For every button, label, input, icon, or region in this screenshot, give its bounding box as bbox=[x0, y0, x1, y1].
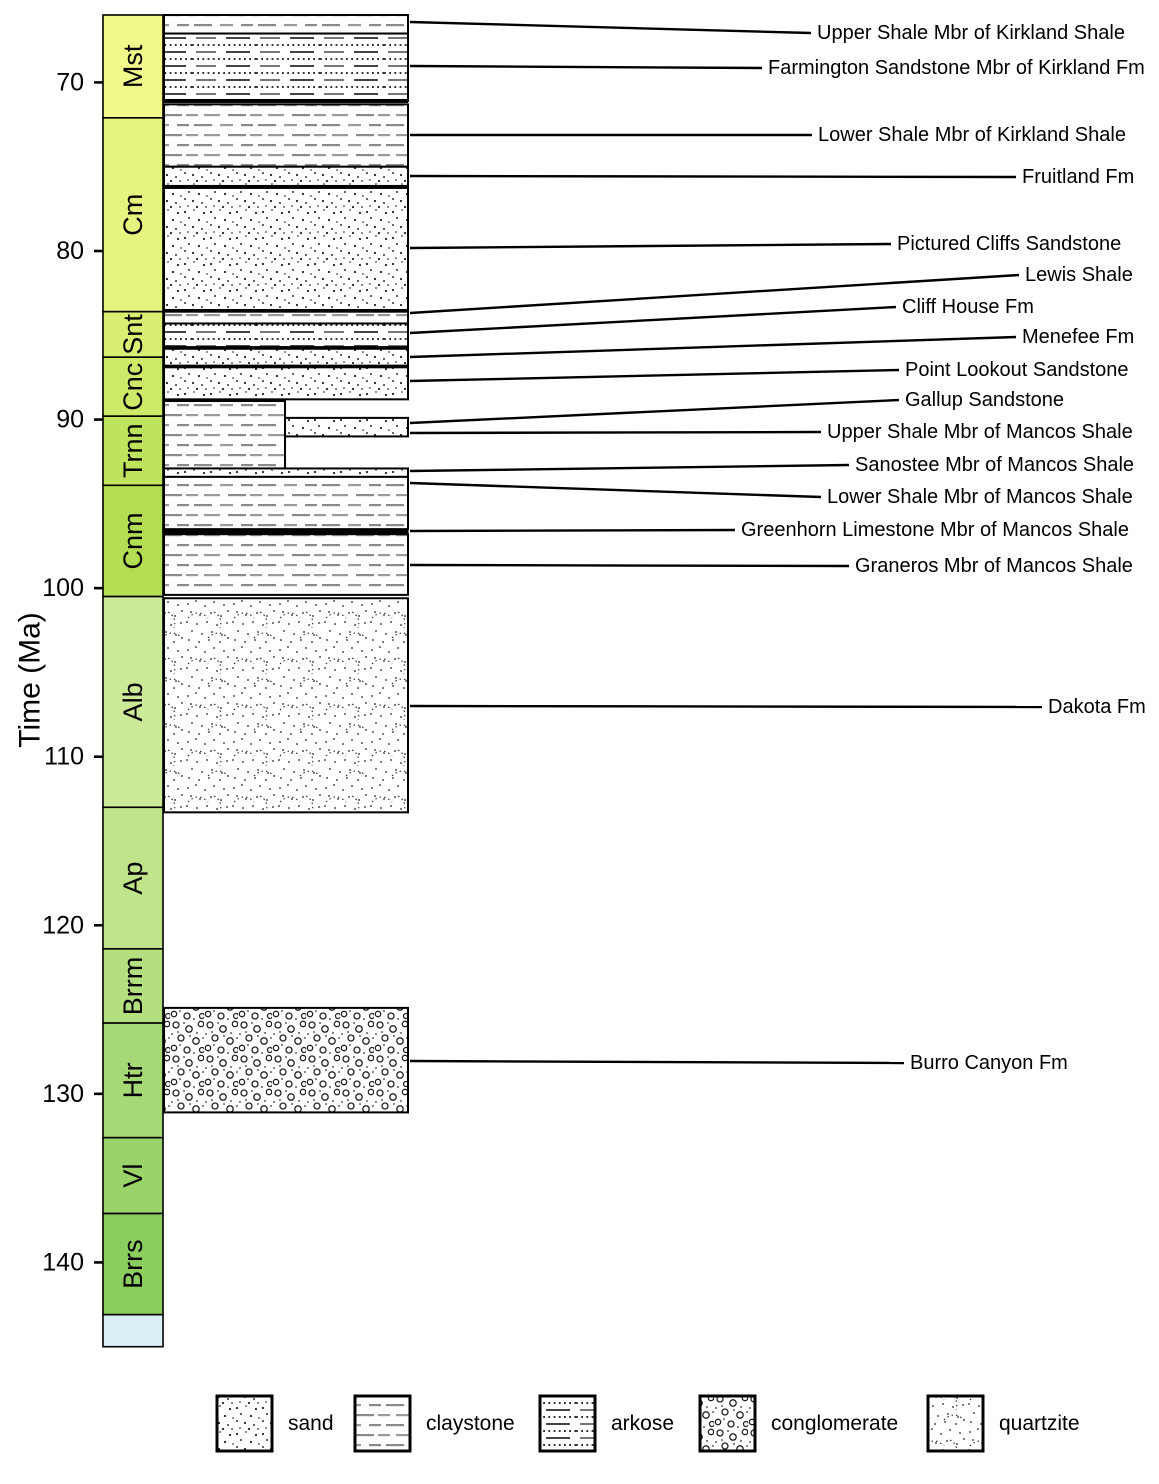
litho-unit-upper-shale-mbr-of-mancos-shale bbox=[163, 400, 286, 470]
formation-label-fruitland-fm: Fruitland Fm bbox=[1022, 166, 1134, 188]
leader-line-point-lookout-sandstone bbox=[409, 368, 900, 383]
leader-line-fruitland-fm bbox=[409, 174, 1017, 179]
leader-line-dakota-fm bbox=[409, 704, 1043, 709]
formation-label-upper-shale-mbr-of-mancos-shale: Upper Shale Mbr of Mancos Shale bbox=[827, 421, 1133, 443]
formation-label-menefee-fm: Menefee Fm bbox=[1022, 326, 1134, 348]
legend-swatch-claystone bbox=[353, 1394, 412, 1453]
formation-label-lower-shale-mbr-of-kirkland-shale: Lower Shale Mbr of Kirkland Shale bbox=[818, 124, 1126, 146]
litho-unit-farmington-sandstone-mbr-of-kirkland-fm bbox=[163, 32, 409, 102]
litho-unit-lewis-shale bbox=[163, 310, 409, 325]
thick-contact-above-pictured-cliffs-sandstone bbox=[164, 184, 408, 189]
formation-label-farmington-sandstone-mbr-of-kirkland-fm: Farmington Sandstone Mbr of Kirkland Fm bbox=[768, 57, 1145, 79]
stage-label-brrm: Brrm bbox=[118, 957, 148, 1015]
litho-unit-fruitland-fm bbox=[163, 165, 409, 188]
litho-unit-sanostee-mbr-of-mancos-shale bbox=[163, 467, 409, 478]
stage-label-cnc: Cnc bbox=[118, 363, 148, 411]
formation-label-dakota-fm: Dakota Fm bbox=[1048, 696, 1146, 718]
litho-unit-graneros-mbr-of-mancos-shale bbox=[163, 533, 409, 596]
formation-label-pictured-cliffs-sandstone: Pictured Cliffs Sandstone bbox=[897, 233, 1121, 255]
axis-tick-label-70: 70 bbox=[56, 68, 84, 96]
stage-cell-ap bbox=[102, 806, 164, 950]
axis-tick-label-90: 90 bbox=[56, 406, 84, 434]
axis-tick-label-110: 110 bbox=[44, 743, 84, 771]
leader-line-lewis-shale bbox=[409, 273, 1020, 315]
leader-line-burro-canyon-fm bbox=[409, 1059, 905, 1065]
leader-line-gallup-sandstone bbox=[409, 398, 900, 425]
stage-label-brrs: Brrs bbox=[118, 1239, 148, 1289]
stage-label-htr: Htr bbox=[118, 1062, 148, 1098]
axis-tick-label-130: 130 bbox=[42, 1080, 84, 1108]
stage-cell-mst bbox=[102, 14, 164, 119]
stage-label-snt: Snt bbox=[118, 314, 148, 355]
litho-unit-burro-canyon-fm bbox=[163, 1006, 409, 1114]
axis-tick-label-120: 120 bbox=[42, 911, 84, 939]
legend-swatch-sand bbox=[215, 1394, 274, 1453]
stage-cell-cm bbox=[102, 117, 164, 313]
stage-label-mst: Mst bbox=[118, 44, 148, 88]
litho-unit-upper-shale-mbr-of-kirkland-shale bbox=[163, 14, 409, 35]
stage-cell-htr bbox=[102, 1022, 164, 1139]
leader-line-greenhorn-limestone-mbr-of-mancos-shale bbox=[409, 528, 736, 533]
stage-label-ap: Ap bbox=[118, 862, 148, 895]
legend-swatch-quartzite bbox=[926, 1394, 985, 1453]
litho-unit-pictured-cliffs-sandstone bbox=[163, 185, 409, 311]
stage-label-cm: Cm bbox=[118, 194, 148, 236]
axis-tick-label-140: 140 bbox=[42, 1248, 84, 1276]
formation-label-sanostee-mbr-of-mancos-shale: Sanostee Mbr of Mancos Shale bbox=[855, 454, 1134, 476]
litho-unit-cliff-house-fm bbox=[163, 322, 409, 349]
stage-cell-unlabeled bbox=[102, 1313, 164, 1348]
stage-label-vl: Vl bbox=[118, 1164, 148, 1188]
leader-line-pictured-cliffs-sandstone bbox=[409, 242, 892, 250]
litho-unit-dakota-fm bbox=[163, 597, 409, 814]
legend-label-sand: sand bbox=[288, 1412, 334, 1435]
legend-swatch-conglomerate bbox=[698, 1394, 757, 1453]
legend-label-claystone: claystone bbox=[426, 1412, 515, 1435]
leader-line-cliff-house-fm bbox=[409, 305, 897, 335]
leader-line-upper-shale-mbr-of-kirkland-shale bbox=[409, 20, 812, 35]
formation-label-upper-shale-mbr-of-kirkland-shale: Upper Shale Mbr of Kirkland Shale bbox=[817, 22, 1125, 44]
leader-line-upper-shale-mbr-of-mancos-shale bbox=[409, 430, 822, 435]
leader-line-menefee-fm bbox=[409, 335, 1017, 359]
axis-tick-label-100: 100 bbox=[42, 574, 84, 602]
y-axis-title: Time (Ma) bbox=[14, 612, 47, 748]
litho-unit-point-lookout-sandstone bbox=[163, 366, 409, 401]
stage-label-trnn: Trnn bbox=[118, 423, 148, 478]
stage-cell-cnm bbox=[102, 484, 164, 598]
legend-label-quartzite: quartzite bbox=[999, 1412, 1080, 1435]
litho-unit-lower-shale-mbr-of-mancos-shale bbox=[163, 475, 409, 531]
litho-unit-gallup-sandstone bbox=[284, 416, 409, 438]
formation-label-lewis-shale: Lewis Shale bbox=[1025, 264, 1133, 286]
legend-swatch-arkose bbox=[538, 1394, 597, 1453]
leader-line-graneros-mbr-of-mancos-shale bbox=[409, 563, 850, 568]
leader-line-lower-shale-mbr-of-mancos-shale bbox=[409, 481, 822, 499]
formation-label-point-lookout-sandstone: Point Lookout Sandstone bbox=[905, 359, 1129, 381]
thick-contact-below-farmington-sandstone-mbr-of-kirkland-fm bbox=[164, 98, 408, 103]
stage-cell-brrs bbox=[102, 1212, 164, 1316]
axis-tick-label-80: 80 bbox=[56, 237, 84, 265]
stage-label-alb: Alb bbox=[118, 682, 148, 721]
formation-label-gallup-sandstone: Gallup Sandstone bbox=[905, 389, 1064, 411]
stage-cell-vl bbox=[102, 1136, 164, 1215]
leader-line-sanostee-mbr-of-mancos-shale bbox=[409, 463, 850, 473]
legend-label-conglomerate: conglomerate bbox=[771, 1412, 898, 1435]
stage-label-cnm: Cnm bbox=[118, 512, 148, 569]
litho-unit-menefee-fm bbox=[163, 347, 409, 367]
litho-unit-lower-shale-mbr-of-kirkland-shale bbox=[163, 103, 409, 168]
formation-label-lower-shale-mbr-of-mancos-shale: Lower Shale Mbr of Mancos Shale bbox=[827, 486, 1133, 508]
formation-label-cliff-house-fm: Cliff House Fm bbox=[902, 296, 1034, 318]
formation-label-greenhorn-limestone-mbr-of-mancos-shale: Greenhorn Limestone Mbr of Mancos Shale bbox=[741, 519, 1129, 541]
formation-label-burro-canyon-fm: Burro Canyon Fm bbox=[910, 1052, 1068, 1074]
leader-line-farmington-sandstone-mbr-of-kirkland-fm bbox=[409, 64, 763, 70]
legend-label-arkose: arkose bbox=[611, 1412, 674, 1435]
formation-label-graneros-mbr-of-mancos-shale: Graneros Mbr of Mancos Shale bbox=[855, 555, 1133, 577]
